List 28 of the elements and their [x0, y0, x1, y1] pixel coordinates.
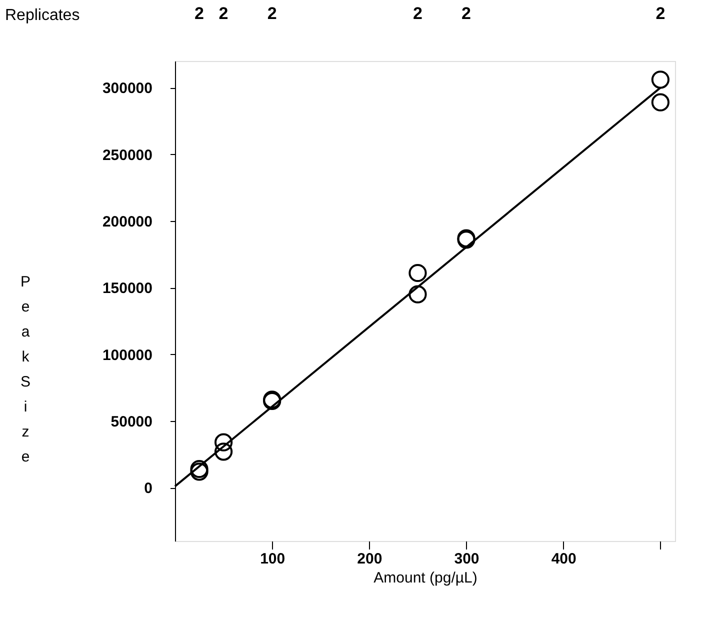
point: [190, 462, 208, 481]
point: [408, 264, 427, 282]
y-tick-label: 50000: [110, 414, 152, 430]
text: 2: [412, 4, 422, 23]
y-tick-label: 150000: [102, 280, 152, 298]
y-tick-label: 100000: [102, 346, 152, 364]
x-axis-title: Amount (pg/µL): [374, 570, 478, 586]
x-tick-label: 200: [357, 550, 382, 568]
text: 2: [462, 4, 471, 23]
point: [190, 460, 208, 478]
x-tick-label: 100: [260, 550, 286, 568]
point: [651, 70, 670, 89]
point: [214, 433, 233, 452]
y-axis-title: Peak Size: [20, 274, 31, 466]
x-tick-label: 400: [551, 550, 576, 568]
y-tick-label: 200000: [102, 214, 152, 230]
text: 2: [656, 4, 666, 23]
point: [408, 285, 427, 304]
point: [651, 93, 670, 112]
y-tick-label: 0: [144, 480, 152, 498]
y-tick-label: 250000: [102, 146, 152, 164]
y-tick-label: 300000: [102, 80, 152, 98]
point: [214, 442, 233, 461]
text: 2: [267, 4, 277, 23]
text: 2: [194, 4, 204, 23]
text: Replicates: [5, 7, 80, 24]
x-tick-label: 300: [454, 550, 480, 568]
text: 2: [218, 4, 228, 23]
